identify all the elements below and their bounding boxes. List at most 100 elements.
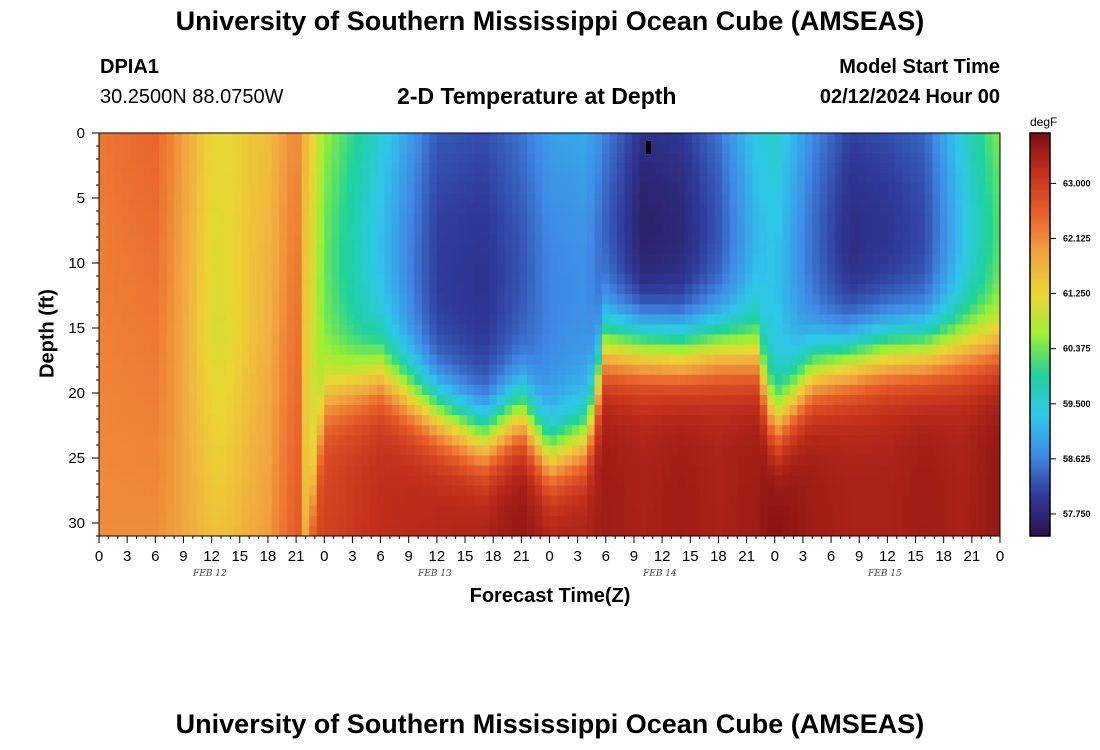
heatmap-cell xyxy=(819,334,828,346)
heatmap-cell xyxy=(144,505,153,517)
heatmap-cell xyxy=(256,153,265,164)
heatmap-cell xyxy=(286,284,295,295)
heatmap-cell xyxy=(339,465,348,477)
heatmap-cell xyxy=(324,133,333,144)
heatmap-cell xyxy=(624,274,633,285)
heatmap-cell xyxy=(977,274,986,285)
heatmap-cell xyxy=(594,334,603,346)
heatmap-cell xyxy=(279,233,288,245)
heatmap-cell xyxy=(534,183,543,195)
heatmap-cell xyxy=(301,294,310,305)
heatmap-cell xyxy=(504,193,513,205)
heatmap-cell xyxy=(639,415,648,426)
heatmap-cell xyxy=(924,324,934,336)
heatmap-cell xyxy=(421,253,430,265)
heatmap-cell xyxy=(114,465,123,477)
heatmap-cell xyxy=(271,465,280,477)
heatmap-cell xyxy=(106,505,115,517)
heatmap-cell xyxy=(639,263,648,275)
heatmap-cell xyxy=(834,354,843,366)
heatmap-cell xyxy=(376,415,385,426)
heatmap-cell xyxy=(624,475,633,487)
heatmap-cell xyxy=(647,304,656,315)
heatmap-cell xyxy=(669,344,678,356)
heatmap-cell xyxy=(879,203,888,215)
heatmap-cell xyxy=(789,415,798,426)
heatmap-cell xyxy=(632,384,641,396)
heatmap-cell xyxy=(496,344,506,356)
heatmap-cell xyxy=(812,505,821,517)
heatmap-cell xyxy=(534,525,543,536)
heatmap-cell xyxy=(406,173,415,184)
heatmap-cell xyxy=(174,203,183,215)
heatmap-cell xyxy=(932,223,941,235)
heatmap-cell xyxy=(331,203,340,215)
heatmap-cell xyxy=(114,213,123,225)
heatmap-cell xyxy=(834,143,843,154)
heatmap-cell xyxy=(301,153,310,164)
heatmap-cell xyxy=(932,304,941,315)
heatmap-cell xyxy=(939,304,949,315)
heatmap-cell xyxy=(632,253,641,265)
heatmap-cell xyxy=(782,223,791,235)
heatmap-cell xyxy=(309,495,318,507)
heatmap-cell xyxy=(181,334,190,346)
heatmap-cell xyxy=(129,324,138,336)
heatmap-cell xyxy=(286,384,295,396)
heatmap-cell xyxy=(181,284,190,295)
heatmap-cell xyxy=(579,384,588,396)
heatmap-cell xyxy=(699,475,708,487)
heatmap-cell xyxy=(181,213,190,225)
heatmap-cell xyxy=(887,284,896,295)
heatmap-cell xyxy=(992,294,1000,305)
heatmap-cell xyxy=(677,344,686,356)
heatmap-cell xyxy=(136,153,145,164)
heatmap-cell xyxy=(144,344,153,356)
heatmap-cell xyxy=(602,495,611,507)
heatmap-cell xyxy=(692,314,701,326)
heatmap-cell xyxy=(909,173,919,184)
heatmap-cell xyxy=(797,505,806,517)
heatmap-cell xyxy=(129,415,138,426)
heatmap-cell xyxy=(294,394,303,406)
heatmap-cell xyxy=(436,515,445,527)
heatmap-cell xyxy=(99,153,108,164)
heatmap-cell xyxy=(301,304,310,315)
heatmap-cell xyxy=(714,525,723,536)
heatmap-cell xyxy=(234,415,243,426)
heatmap-cell xyxy=(459,213,468,225)
heatmap-cell xyxy=(684,324,693,336)
heatmap-cell xyxy=(969,284,979,295)
heatmap-cell xyxy=(947,405,956,416)
heatmap-cell xyxy=(144,294,153,305)
heatmap-cell xyxy=(316,274,325,285)
heatmap-cell xyxy=(662,374,671,386)
heatmap-cell xyxy=(804,344,813,356)
heatmap-cell xyxy=(677,465,686,477)
heatmap-cell xyxy=(909,213,919,225)
heatmap-cell xyxy=(819,294,828,305)
heatmap-cell xyxy=(692,324,701,336)
heatmap-cell xyxy=(639,455,648,467)
heatmap-cell xyxy=(99,384,108,396)
heatmap-cell xyxy=(504,263,513,275)
heatmap-cell xyxy=(406,253,415,265)
heatmap-cell xyxy=(301,203,310,215)
heatmap-cell xyxy=(872,253,881,265)
heatmap-cell xyxy=(857,223,866,235)
heatmap-cell xyxy=(406,515,415,527)
heatmap-cell xyxy=(249,354,258,366)
heatmap-cell xyxy=(301,364,310,376)
heatmap-cell xyxy=(834,515,843,527)
heatmap-cell xyxy=(647,344,656,356)
heatmap-cell xyxy=(887,253,896,265)
heatmap-cell xyxy=(677,334,686,346)
heatmap-cell xyxy=(834,233,843,245)
heatmap-cell xyxy=(557,455,566,467)
heatmap-cell xyxy=(939,203,949,215)
heatmap-cell xyxy=(331,415,340,426)
heatmap-cell xyxy=(99,415,108,426)
heatmap-cell xyxy=(737,334,746,346)
heatmap-cell xyxy=(699,445,708,456)
heatmap-cell xyxy=(617,405,626,416)
